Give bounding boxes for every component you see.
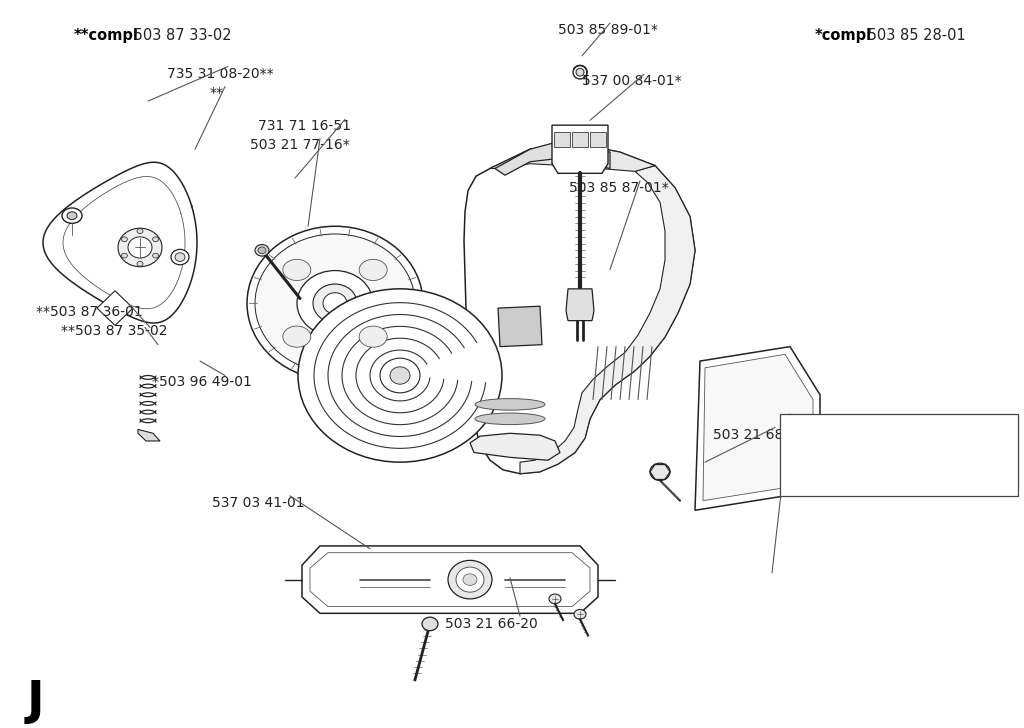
Bar	[780, 414, 1018, 496]
Text: 503 85 89-01*: 503 85 89-01*	[558, 23, 658, 37]
Text: 326Rx: 326Rx	[865, 468, 911, 481]
Ellipse shape	[650, 463, 670, 480]
Ellipse shape	[297, 271, 373, 336]
Polygon shape	[97, 290, 133, 325]
Ellipse shape	[122, 237, 127, 242]
Polygon shape	[590, 132, 606, 147]
Polygon shape	[498, 306, 542, 347]
Ellipse shape	[62, 208, 82, 223]
Ellipse shape	[575, 68, 584, 76]
Polygon shape	[520, 165, 695, 474]
Ellipse shape	[549, 594, 561, 604]
Ellipse shape	[475, 413, 545, 424]
Polygon shape	[464, 144, 695, 474]
Ellipse shape	[247, 226, 423, 380]
Polygon shape	[703, 355, 813, 501]
Polygon shape	[495, 143, 610, 175]
Polygon shape	[43, 162, 197, 323]
Ellipse shape	[137, 261, 143, 266]
Polygon shape	[566, 289, 594, 320]
Ellipse shape	[255, 234, 415, 373]
Text: ): )	[896, 486, 901, 499]
Ellipse shape	[153, 253, 159, 258]
Text: 503 85 87-01*: 503 85 87-01*	[569, 181, 669, 195]
Ellipse shape	[573, 66, 587, 79]
Text: 537 03 41-01: 537 03 41-01	[212, 496, 304, 510]
Text: **503 87 36-01: **503 87 36-01	[36, 305, 142, 319]
Ellipse shape	[283, 326, 311, 347]
Text: **503 87 35-02: **503 87 35-02	[61, 324, 168, 338]
Polygon shape	[695, 347, 820, 510]
Ellipse shape	[449, 561, 492, 599]
Ellipse shape	[456, 567, 484, 592]
Text: 503 21 77-16*: 503 21 77-16*	[250, 138, 349, 152]
Ellipse shape	[175, 253, 185, 261]
Polygon shape	[138, 430, 160, 441]
Text: **: **	[210, 85, 224, 100]
Ellipse shape	[323, 293, 347, 314]
Ellipse shape	[137, 229, 143, 234]
Ellipse shape	[128, 237, 152, 258]
Text: *503 96 49-01: *503 96 49-01	[152, 375, 252, 389]
Text: 503 85 28-01: 503 85 28-01	[863, 28, 966, 43]
Ellipse shape	[359, 259, 387, 280]
Text: 731 71 16-51: 731 71 16-51	[258, 119, 351, 133]
Ellipse shape	[463, 574, 477, 585]
Ellipse shape	[380, 358, 420, 393]
Polygon shape	[490, 144, 655, 171]
Polygon shape	[302, 546, 598, 613]
Text: 537 17 22-02 (: 537 17 22-02 (	[786, 486, 886, 499]
Text: 537 17 22-03 (: 537 17 22-03 (	[786, 468, 886, 481]
Ellipse shape	[298, 289, 502, 462]
Text: 503 21 66-20: 503 21 66-20	[445, 617, 539, 631]
Ellipse shape	[255, 245, 269, 256]
Text: 326L: 326L	[865, 433, 901, 446]
Ellipse shape	[359, 326, 387, 347]
Ellipse shape	[171, 250, 189, 265]
Ellipse shape	[283, 259, 311, 280]
Ellipse shape	[122, 253, 127, 258]
Polygon shape	[572, 132, 588, 147]
Text: 326Lx: 326Lx	[865, 486, 909, 499]
Ellipse shape	[153, 237, 159, 242]
Polygon shape	[552, 125, 608, 173]
Text: 537 17 22-05 (: 537 17 22-05 (	[786, 433, 886, 446]
Text: ): )	[890, 433, 895, 446]
Ellipse shape	[422, 617, 438, 630]
Text: 537 17 22-04 (: 537 17 22-04 (	[786, 451, 886, 464]
Text: ): )	[890, 451, 895, 464]
Text: ): )	[896, 468, 901, 481]
Text: **compl: **compl	[74, 28, 138, 43]
Text: 503 87 33-02: 503 87 33-02	[129, 28, 231, 43]
Polygon shape	[554, 132, 570, 147]
Ellipse shape	[313, 284, 357, 323]
Text: *compl: *compl	[815, 28, 872, 43]
Ellipse shape	[118, 228, 162, 266]
Text: 537 00 84-01*: 537 00 84-01*	[582, 74, 681, 87]
Ellipse shape	[67, 212, 77, 220]
Text: 326C: 326C	[865, 451, 902, 464]
Ellipse shape	[574, 609, 586, 619]
Polygon shape	[470, 433, 560, 460]
Text: J: J	[27, 678, 44, 724]
Ellipse shape	[390, 367, 410, 384]
Text: 503 21 68-20: 503 21 68-20	[713, 427, 806, 442]
Text: 735 31 08-20**: 735 31 08-20**	[167, 66, 273, 81]
Ellipse shape	[475, 399, 545, 410]
Ellipse shape	[258, 247, 266, 253]
